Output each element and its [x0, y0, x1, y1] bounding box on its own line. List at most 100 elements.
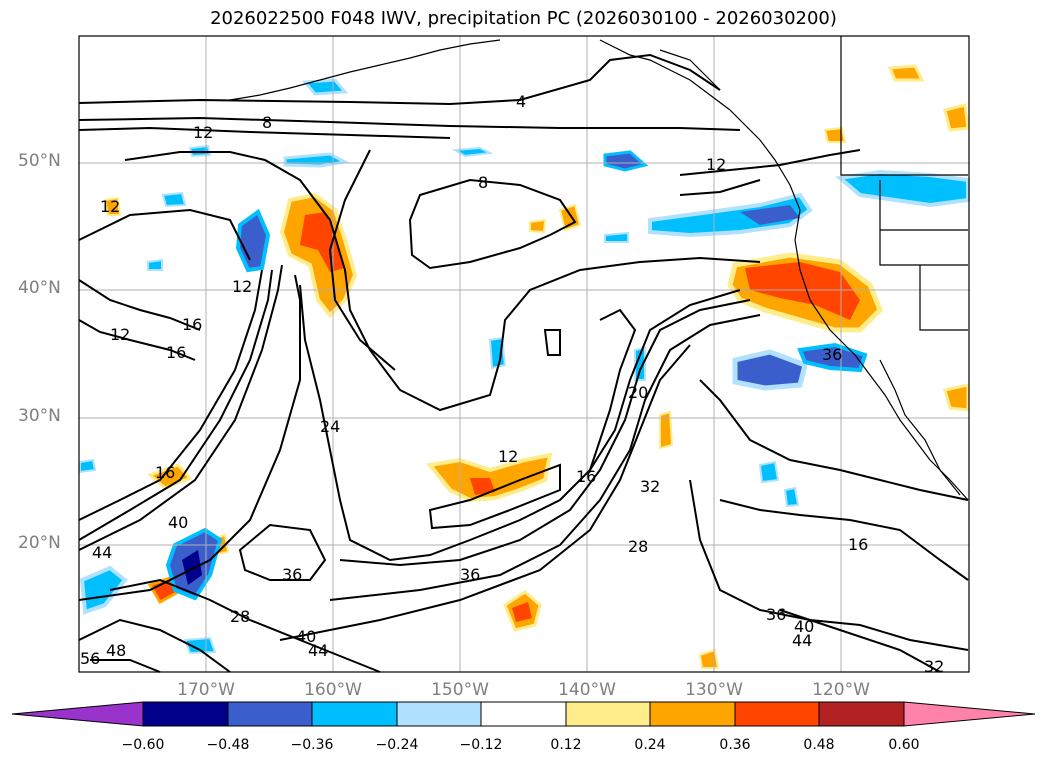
contour-label: 12	[706, 155, 726, 174]
longitude-label: 120°W	[812, 680, 870, 700]
precip-positive-core	[470, 478, 495, 495]
contour-label: 32	[924, 657, 944, 676]
contour-label: 20	[628, 383, 648, 402]
precip-negative-core	[740, 205, 800, 225]
precip-negative-core	[182, 550, 202, 585]
colorbar-segment	[311, 701, 398, 727]
colorbar-segment	[565, 701, 651, 727]
precip-positive-core	[745, 262, 860, 320]
map-title: 2026022500 F048 IWV, precipitation PC (2…	[210, 8, 837, 29]
contour-label: 40	[168, 513, 188, 532]
colorbar-tick-label: −0.24	[375, 737, 419, 753]
latitude-label: 50°N	[18, 151, 61, 171]
contour-label: 16	[848, 535, 868, 554]
iwv-contours	[78, 53, 969, 673]
contour-label: 56	[80, 649, 100, 668]
precip-negative-area	[797, 342, 868, 373]
precip-negative-area	[79, 458, 97, 474]
colorbar-tick-label: −0.36	[290, 737, 334, 753]
colorbar-segment	[734, 701, 820, 727]
precip-negative-area	[835, 169, 970, 208]
colorbar-segment	[818, 701, 905, 727]
contour-label: 24	[320, 417, 340, 436]
contour-label: 8	[478, 173, 488, 192]
precip-positive-area	[659, 410, 674, 450]
colorbar-segment	[649, 701, 736, 727]
contour-labels: 4 8 12 8 12 12 12 16 16 12 24 12 16 20 3…	[80, 92, 944, 676]
contour-label: 44	[308, 641, 328, 660]
longitude-label: 130°W	[685, 680, 743, 700]
latitude-label: 20°N	[18, 533, 61, 553]
colorbar-segment	[227, 701, 313, 727]
colorbar-tick-label: 0.12	[550, 737, 582, 753]
longitude-label: 140°W	[558, 680, 616, 700]
contour-label: 12	[193, 123, 213, 142]
colorbar-segment	[142, 701, 229, 727]
precip-negative-area	[648, 192, 813, 238]
coastlines	[229, 36, 969, 501]
contour-label: 28	[628, 537, 648, 556]
precip-negative-area	[161, 191, 187, 208]
contour-label: 16	[155, 463, 175, 482]
contour-label: 12	[100, 197, 120, 216]
colorbar-segment	[396, 701, 482, 727]
contour-label: 16	[182, 315, 202, 334]
precip-negative-area	[147, 258, 163, 271]
precip-positive-core	[512, 602, 532, 622]
colorbar-segment	[480, 701, 567, 727]
latitude-label: 30°N	[18, 406, 61, 426]
longitude-label: 170°W	[177, 680, 235, 700]
longitude-label: 150°W	[431, 680, 489, 700]
colorbar-tick-label: −0.60	[121, 737, 165, 753]
precip-negative-area	[783, 486, 800, 508]
precip-negative-area	[283, 152, 350, 168]
contour-label: 12	[498, 447, 518, 466]
precip-positive-area	[558, 203, 582, 232]
colorbar-tick-label: 0.36	[719, 737, 751, 753]
precip-negative-area	[79, 565, 128, 615]
contour-label: 40	[794, 617, 814, 636]
precip-negative-area	[235, 208, 271, 273]
contour-label: 28	[230, 607, 250, 626]
contour-label: 40	[296, 627, 316, 646]
precip-negative-area	[183, 636, 217, 655]
colorbar	[11, 701, 1036, 727]
latitude-label: 40°N	[18, 278, 61, 298]
precip-positive-area	[887, 64, 925, 82]
precip-negative-area	[301, 78, 349, 96]
contour-label: 36	[766, 605, 786, 624]
precip-negative-area	[758, 460, 780, 484]
precip-positive-area	[529, 218, 547, 234]
precip-negative-area	[451, 146, 494, 158]
precip-positive-area	[103, 196, 122, 216]
colorbar-segment	[903, 701, 1036, 727]
contour-label: 12	[110, 325, 130, 344]
precip-positive-area	[823, 126, 847, 143]
colorbar-tick-label: 0.60	[888, 737, 920, 753]
contour-label: 16	[166, 343, 186, 362]
contour-label: 4	[516, 92, 526, 111]
contour-label: 44	[792, 631, 812, 650]
longitude-label: 160°W	[304, 680, 362, 700]
contour-label: 36	[282, 565, 302, 584]
colorbar-segment	[11, 701, 144, 727]
contour-label: 8	[262, 113, 272, 132]
precip-negative-area	[732, 349, 808, 391]
colorbar-tick-label: −0.12	[459, 737, 503, 753]
precip-positive-area	[943, 103, 970, 132]
contour-label: 12	[232, 277, 252, 296]
contour-label: 36	[460, 565, 480, 584]
contour-label: 16	[576, 467, 596, 486]
precip-positive-area	[943, 383, 970, 412]
colorbar-tick-label: −0.48	[206, 737, 250, 753]
precip-positive-core	[300, 212, 345, 272]
colorbar-tick-label: 0.24	[634, 737, 666, 753]
contour-label: 48	[106, 641, 126, 660]
contour-label: 44	[92, 543, 112, 562]
contour-label: 32	[640, 477, 660, 496]
colorbar-tick-label: 0.48	[803, 737, 835, 753]
contour-label: 36	[822, 345, 842, 364]
map-border	[78, 35, 970, 673]
precip-negative-area	[604, 231, 629, 243]
